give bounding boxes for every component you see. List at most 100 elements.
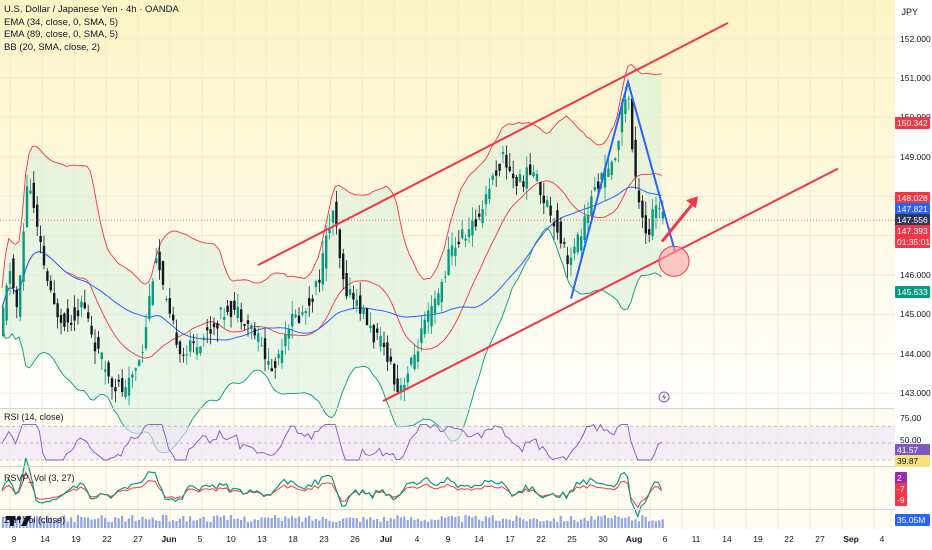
candle xyxy=(488,188,491,200)
volume-bar xyxy=(447,516,450,528)
volume-bar xyxy=(515,515,518,528)
legend-bb[interactable]: BB (20, SMA, close, 2) xyxy=(4,41,101,53)
legend-ema89[interactable]: EMA (89, close, 0, SMA, 5) xyxy=(4,29,119,40)
candle xyxy=(192,341,195,344)
volume-bar xyxy=(603,515,606,528)
volume-bar xyxy=(376,518,379,528)
candle xyxy=(39,236,42,242)
candle xyxy=(15,289,18,307)
candle xyxy=(165,298,168,300)
volume-bar xyxy=(199,518,202,528)
volume-bar xyxy=(600,516,603,528)
chart-title[interactable]: U.S. Dollar / Japanese Yen · 4h · OANDA xyxy=(4,4,179,15)
price-tick-label: 145.000 xyxy=(900,309,931,320)
candle xyxy=(420,328,423,343)
candle xyxy=(413,354,416,370)
volume-bar xyxy=(182,515,185,528)
volume-bar xyxy=(63,515,66,528)
volume-bar xyxy=(522,519,525,528)
volume-bar xyxy=(495,520,498,528)
volume-bar xyxy=(661,519,664,528)
candle xyxy=(369,325,372,329)
candle xyxy=(580,236,583,251)
volume-bar xyxy=(654,521,657,528)
candle xyxy=(151,281,154,305)
candle xyxy=(410,357,413,365)
highlight-circle xyxy=(658,245,690,277)
volume-bar xyxy=(70,517,73,528)
volume-bar xyxy=(151,517,154,528)
legend-ema34[interactable]: EMA (34, close, 0, SMA, 5) xyxy=(4,16,119,28)
volume-bar xyxy=(46,515,49,528)
candle xyxy=(644,215,647,234)
date-tick-label: 4 xyxy=(879,534,885,544)
price-tag: 150.342 xyxy=(895,117,930,129)
volume-bar xyxy=(498,520,501,528)
volume-bar xyxy=(535,519,538,528)
candle xyxy=(308,298,311,306)
volume-bar xyxy=(107,521,110,528)
rsi-pane-label[interactable]: RSI (14, close) xyxy=(4,412,64,422)
currency-label[interactable]: JPY xyxy=(901,7,918,17)
volume-bar xyxy=(304,517,307,528)
volume-bar xyxy=(444,517,447,528)
date-tick-label: Jul xyxy=(379,534,393,544)
volume-bar xyxy=(403,516,406,528)
price-tick-label: 143.000 xyxy=(900,388,931,399)
candle xyxy=(253,328,256,336)
volume-bar xyxy=(5,517,8,528)
pane-divider[interactable] xyxy=(0,408,895,409)
candle xyxy=(498,163,501,171)
candle xyxy=(155,258,158,263)
volume-bar xyxy=(614,515,617,528)
price-tag: 01:35:01 xyxy=(895,236,931,248)
candle xyxy=(53,293,56,305)
volume-bar xyxy=(175,521,178,528)
pane-divider[interactable] xyxy=(0,509,895,510)
volume-bar xyxy=(93,519,96,528)
volume-bar xyxy=(209,521,212,528)
time-axis-background xyxy=(0,529,895,550)
volume-bar xyxy=(583,517,586,528)
volume-bar xyxy=(542,521,545,528)
volume-bar xyxy=(76,515,79,528)
candle xyxy=(338,229,341,259)
candle xyxy=(478,213,481,217)
rsvp-pane-label[interactable]: RSVP_Vol (3, 27) xyxy=(4,473,75,483)
candle xyxy=(661,212,664,219)
candle xyxy=(97,336,100,349)
volume-bar xyxy=(114,517,117,528)
candle xyxy=(355,299,358,307)
volume-bar xyxy=(243,516,246,528)
volume-bar xyxy=(610,518,613,528)
volume-bar xyxy=(294,518,297,528)
date-tick-label: 5 xyxy=(197,534,203,544)
volume-bar xyxy=(29,515,32,528)
volume-bar xyxy=(491,515,494,528)
pane-divider[interactable] xyxy=(0,466,895,467)
candle xyxy=(42,245,46,266)
volume-bar xyxy=(240,519,243,528)
candle xyxy=(624,99,627,115)
candle xyxy=(199,346,202,354)
candle xyxy=(5,285,8,321)
candle xyxy=(627,98,630,100)
volume-bar xyxy=(19,517,22,528)
candle xyxy=(617,140,620,151)
volume-bar xyxy=(267,517,270,528)
volume-bar xyxy=(437,519,440,528)
volume-bar xyxy=(416,518,419,528)
volume-bar xyxy=(2,516,5,528)
candle xyxy=(450,245,454,257)
candle xyxy=(491,175,494,180)
volume-bar xyxy=(178,518,181,528)
indicator-tick-label: 75.00 xyxy=(900,413,922,423)
vol-pane-label[interactable]: 24H Vol (close) xyxy=(4,515,66,525)
volume-bar xyxy=(467,515,470,528)
date-tick-label: 22 xyxy=(536,534,546,544)
rsvp-line xyxy=(1,457,663,519)
volume-bar xyxy=(42,521,45,528)
volume-bar xyxy=(450,515,453,528)
